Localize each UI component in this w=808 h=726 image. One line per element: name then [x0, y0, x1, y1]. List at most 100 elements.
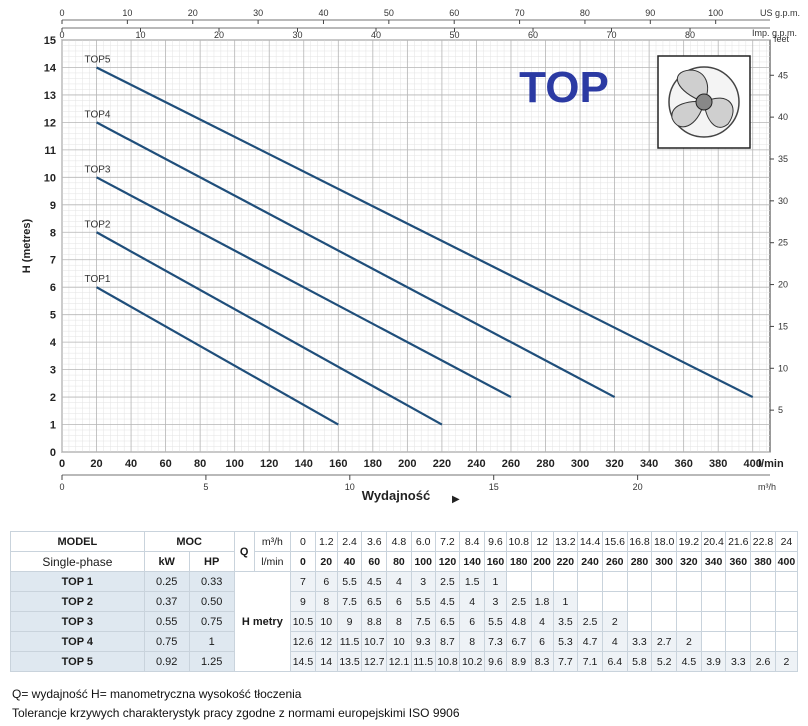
- model-cell: TOP 4: [10, 631, 145, 652]
- h-value-cell: 3.3: [725, 651, 752, 672]
- curve-label-top2: TOP2: [85, 219, 111, 230]
- h-value-cell: 14: [314, 651, 338, 672]
- feet-tick-label: 15: [778, 321, 788, 331]
- x-tick-label: 100: [226, 458, 244, 470]
- h-value-cell: 6.4: [601, 651, 628, 672]
- y-tick-label: 1: [50, 420, 56, 432]
- y-tick-label: 13: [44, 90, 56, 102]
- q-m3h-value: 6.0: [410, 531, 436, 552]
- h-value-cell: 6: [386, 591, 412, 612]
- h-value-cell: 2: [774, 651, 799, 672]
- h-value-cell: [774, 611, 799, 632]
- q-m3h-value: 20.4: [700, 531, 727, 552]
- impgpm-tick-label: 80: [685, 30, 695, 40]
- kw-cell: 0.25: [143, 571, 190, 592]
- h-value-cell: [750, 591, 776, 612]
- y-tick-label: 2: [50, 392, 56, 404]
- q-m3h-value: 0: [290, 531, 316, 552]
- h-value-cell: [651, 611, 678, 632]
- y-tick-label: 3: [50, 365, 56, 377]
- curve-top5: [96, 66, 754, 399]
- q-lmin-value: 120: [434, 551, 461, 572]
- h-value-cell: 6.5: [361, 591, 388, 612]
- h-metry-label: H metry: [233, 571, 292, 672]
- h-value-cell: [774, 591, 799, 612]
- moc-header: MOC: [143, 531, 235, 552]
- y-tick-label: 8: [50, 227, 56, 239]
- q-lmin-value: 380: [750, 551, 776, 572]
- h-value-cell: [577, 591, 603, 612]
- x-tick-label: 260: [502, 458, 520, 470]
- usgpm-tick-label: 0: [59, 8, 64, 18]
- hp-cell: 0.75: [188, 611, 235, 632]
- h-value-cell: 4: [601, 631, 628, 652]
- impgpm-tick-label: 0: [59, 30, 64, 40]
- table-row: TOP 3 0.55 0.75 10.5 10 9 8.8 8 7.5 6.5 6 5.5 4.8 4 3.…: [10, 611, 799, 632]
- x-unit-label: l/min: [758, 458, 784, 470]
- x-tick-label: 360: [674, 458, 692, 470]
- model-cell: TOP 5: [10, 651, 145, 672]
- h-value-cell: [601, 571, 628, 592]
- h-value-cell: [601, 591, 628, 612]
- h-value-cell: 4: [530, 611, 554, 632]
- chart-title: TOP: [519, 63, 609, 112]
- q-m3h-value: 18.0: [651, 531, 678, 552]
- h-value-cell: 12.6: [290, 631, 316, 652]
- x-tick-label: 200: [398, 458, 416, 470]
- table-row: TOP 4 0.75 1 12.6 12 11.5 10.7 10 9.3 8.7 8 7.3 6.7 6…: [10, 631, 799, 652]
- lmin-unit: l/min: [253, 551, 292, 572]
- h-value-cell: 2: [601, 611, 628, 632]
- impgpm-tick-label: 40: [371, 30, 381, 40]
- h-value-cell: 5.5: [410, 591, 436, 612]
- curve-top2: [96, 231, 443, 426]
- q-m3h-value: 12: [530, 531, 554, 552]
- usgpm-tick-label: 20: [188, 8, 198, 18]
- h-value-cell: [552, 571, 579, 592]
- q-m3h-value: 2.4: [336, 531, 363, 552]
- q-lmin-value: 180: [505, 551, 532, 572]
- q-m3h-value: 14.4: [577, 531, 603, 552]
- h-value-cell: 3: [410, 571, 436, 592]
- usgpm-tick-label: 50: [384, 8, 394, 18]
- h-value-cell: 5.5: [336, 571, 363, 592]
- q-lmin-value: 20: [314, 551, 338, 572]
- y-tick-label: 4: [50, 337, 57, 349]
- q-m3h-value: 21.6: [725, 531, 752, 552]
- h-value-cell: 7.5: [410, 611, 436, 632]
- h-value-cell: [700, 591, 727, 612]
- h-value-cell: 6.5: [434, 611, 461, 632]
- h-value-cell: 10.8: [434, 651, 461, 672]
- m3h-tick-label: 20: [633, 482, 643, 492]
- y-tick-label: 5: [50, 310, 56, 322]
- h-value-cell: 7.3: [484, 631, 507, 652]
- q-m3h-value: 7.2: [434, 531, 461, 552]
- h-value-cell: 2.5: [577, 611, 603, 632]
- impgpm-label: Imp. g.p.m.: [752, 28, 797, 38]
- h-value-cell: [700, 611, 727, 632]
- q-lmin-value: 300: [651, 551, 678, 572]
- m3h-tick-label: 10: [345, 482, 355, 492]
- q-lmin-value: 280: [626, 551, 653, 572]
- model-cell: TOP 3: [10, 611, 145, 632]
- q-lmin-value: 100: [410, 551, 436, 572]
- curve-top3: [96, 176, 512, 399]
- q-lmin-value: 80: [386, 551, 412, 572]
- curve-label-top4: TOP4: [85, 109, 111, 120]
- h-value-cell: [750, 611, 776, 632]
- y-tick-label: 6: [50, 282, 56, 294]
- usgpm-label: US g.p.m.: [760, 8, 800, 18]
- h-value-cell: 4.8: [505, 611, 532, 632]
- x-tick-label: 80: [194, 458, 206, 470]
- h-value-cell: 8: [314, 591, 338, 612]
- h-value-cell: 2.5: [505, 591, 532, 612]
- x-tick-label: 320: [605, 458, 623, 470]
- h-value-cell: 3.9: [700, 651, 727, 672]
- q-m3h-value: 22.8: [750, 531, 776, 552]
- h-value-cell: 8.7: [434, 631, 461, 652]
- x-axis-arrow: ▶: [452, 494, 460, 505]
- model-cell: TOP 2: [10, 591, 145, 612]
- x-tick-label: 340: [640, 458, 658, 470]
- hp-cell: 1.25: [188, 651, 235, 672]
- h-value-cell: 9.6: [484, 651, 507, 672]
